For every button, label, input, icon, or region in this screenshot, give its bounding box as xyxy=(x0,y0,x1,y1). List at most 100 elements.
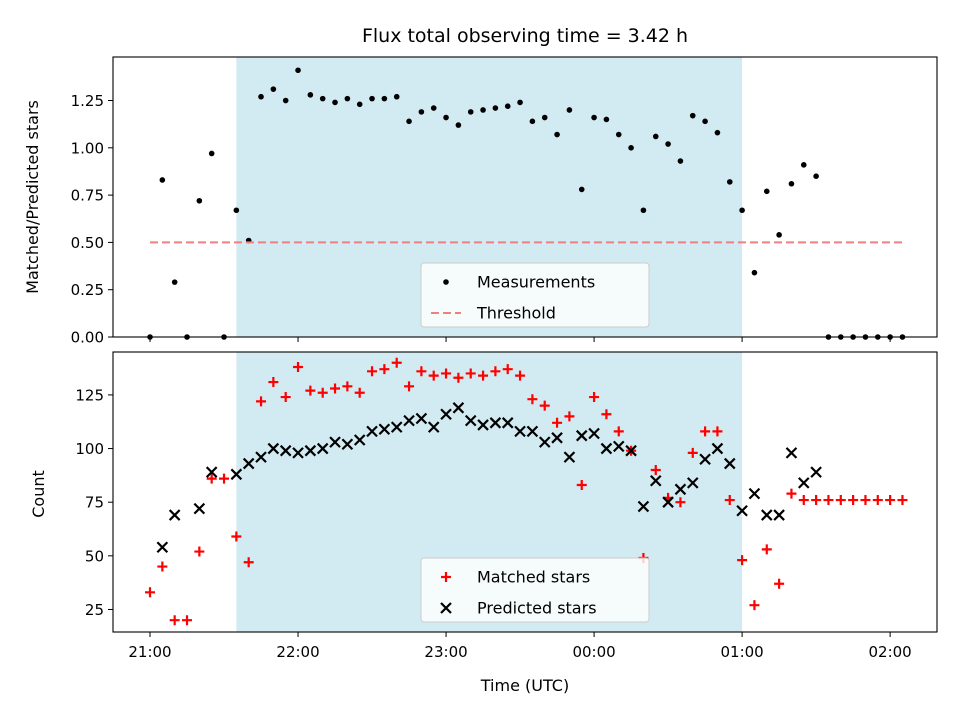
count-x-point-50 xyxy=(798,477,810,489)
ratio-dot-point-34 xyxy=(566,107,573,113)
ratio-dot-point-29 xyxy=(504,103,511,109)
count-plus-point-45 xyxy=(700,426,711,437)
count-x-point-15 xyxy=(366,425,378,438)
ratio-dot-point-1 xyxy=(159,177,166,183)
count-plus-point-27 xyxy=(478,370,489,381)
ratio-dot-point-36 xyxy=(591,114,597,121)
count-x-point-30 xyxy=(551,432,563,444)
count-plus-point-1 xyxy=(157,561,168,572)
x-tick-label-3: 00:00 xyxy=(572,643,615,661)
count-x-point-19 xyxy=(415,412,428,425)
ratio-dot-point-12 xyxy=(295,67,301,74)
ratio-dot-point-42 xyxy=(665,141,671,147)
ratio-dot-point-53 xyxy=(800,162,807,168)
ratio-dot-point-26 xyxy=(467,109,474,115)
chart-title: Flux total observing time = 3.42 h xyxy=(362,25,688,47)
count-plus-point-4 xyxy=(194,546,205,557)
count-plus-point-15 xyxy=(330,383,341,394)
count-plus-point-55 xyxy=(823,495,834,506)
ratio-dot-point-49 xyxy=(751,269,758,276)
legend-dot-swatch xyxy=(443,279,449,285)
count-plus-point-2 xyxy=(169,615,180,626)
count-x-point-0 xyxy=(156,541,169,554)
count-plus-point-22 xyxy=(416,366,427,377)
ratio-dot-point-39 xyxy=(628,145,634,151)
count-x-point-47 xyxy=(760,509,773,521)
count-plus-point-46 xyxy=(712,426,723,437)
count-plus-point-12 xyxy=(293,362,304,373)
count-plus-point-10 xyxy=(268,377,279,388)
count-plus-point-31 xyxy=(527,394,538,405)
count-x-point-35 xyxy=(612,440,625,453)
count-plus-point-43 xyxy=(675,497,686,508)
count-plus-point-29 xyxy=(502,364,513,375)
count-plus-point-8 xyxy=(243,557,254,568)
count-plus-point-50 xyxy=(761,544,772,555)
count-legend: Matched stars Predicted stars xyxy=(420,557,650,623)
count-plus-point-16 xyxy=(342,381,353,392)
count-x-point-10 xyxy=(304,444,317,457)
count-plus-point-36 xyxy=(589,392,600,403)
count-x-point-49 xyxy=(785,447,798,459)
count-plus-point-3 xyxy=(182,615,193,626)
count-x-point-36 xyxy=(625,444,637,457)
ratio-legend-box xyxy=(420,262,650,328)
count-plus-point-14 xyxy=(317,387,328,398)
count-plus-point-57 xyxy=(848,495,859,506)
count-x-point-45 xyxy=(736,504,748,517)
count-x-point-39 xyxy=(662,496,674,508)
count-plus-point-28 xyxy=(490,366,501,377)
count-axes-frame xyxy=(112,351,938,633)
count-x-point-51 xyxy=(810,466,822,478)
count-x-point-27 xyxy=(514,425,526,438)
count-y-tick-label-3: 100 xyxy=(75,440,104,458)
count-x-point-24 xyxy=(477,419,489,431)
ratio-dot-point-35 xyxy=(578,186,585,193)
ratio-dot-point-16 xyxy=(344,95,351,102)
count-y-tick-label-0: 25 xyxy=(85,601,104,619)
ratio-dot-point-30 xyxy=(517,99,523,106)
ratio-dot-point-50 xyxy=(763,188,770,195)
ratio-dot-point-13 xyxy=(307,92,314,98)
ratio-dot-point-10 xyxy=(270,86,277,92)
count-plus-point-23 xyxy=(428,370,439,381)
count-y-tick-label-4: 125 xyxy=(75,386,104,404)
ratio-dot-point-19 xyxy=(381,95,388,102)
count-x-point-31 xyxy=(563,451,576,463)
count-x-point-25 xyxy=(489,417,502,429)
ratio-y-axis-label: Matched/Predicted stars xyxy=(23,100,42,294)
ratio-dot-point-48 xyxy=(739,207,745,214)
count-plus-point-51 xyxy=(774,578,785,589)
ratio-dot-point-51 xyxy=(776,232,782,238)
count-x-point-4 xyxy=(230,468,243,481)
count-x-point-34 xyxy=(600,442,613,455)
count-legend-box xyxy=(420,557,650,623)
count-plus-point-18 xyxy=(367,366,378,377)
ratio-dot-point-4 xyxy=(196,197,203,204)
ratio-y-tick-label-3: 0.75 xyxy=(71,187,104,205)
count-plus-point-47 xyxy=(724,495,735,506)
ratio-y-tick-label-1: 0.25 xyxy=(71,281,104,299)
count-plus-point-38 xyxy=(613,426,624,437)
count-x-point-20 xyxy=(427,421,440,433)
ratio-dot-point-23 xyxy=(430,105,437,111)
count-plus-point-17 xyxy=(354,387,365,398)
count-plus-point-5 xyxy=(206,473,217,484)
ratio-dot-point-45 xyxy=(702,118,708,125)
count-plus-point-25 xyxy=(453,372,464,383)
x-tick-label-0: 21:00 xyxy=(128,643,171,661)
legend-plus-swatch xyxy=(441,572,451,582)
ratio-dot-point-11 xyxy=(282,97,289,104)
count-x-point-29 xyxy=(538,436,551,448)
count-x-point-1 xyxy=(168,509,181,521)
ratio-dot-point-24 xyxy=(443,114,449,121)
count-x-point-28 xyxy=(526,425,539,438)
count-legend-label-0: Matched stars xyxy=(477,568,590,587)
count-x-point-33 xyxy=(588,427,600,440)
ratio-dot-point-21 xyxy=(406,118,412,125)
count-plus-point-60 xyxy=(885,495,896,506)
ratio-dot-point-54 xyxy=(813,173,819,179)
ratio-dot-point-18 xyxy=(369,95,375,102)
ratio-legend-label-1: Threshold xyxy=(476,304,556,323)
count-plus-point-24 xyxy=(441,368,452,379)
